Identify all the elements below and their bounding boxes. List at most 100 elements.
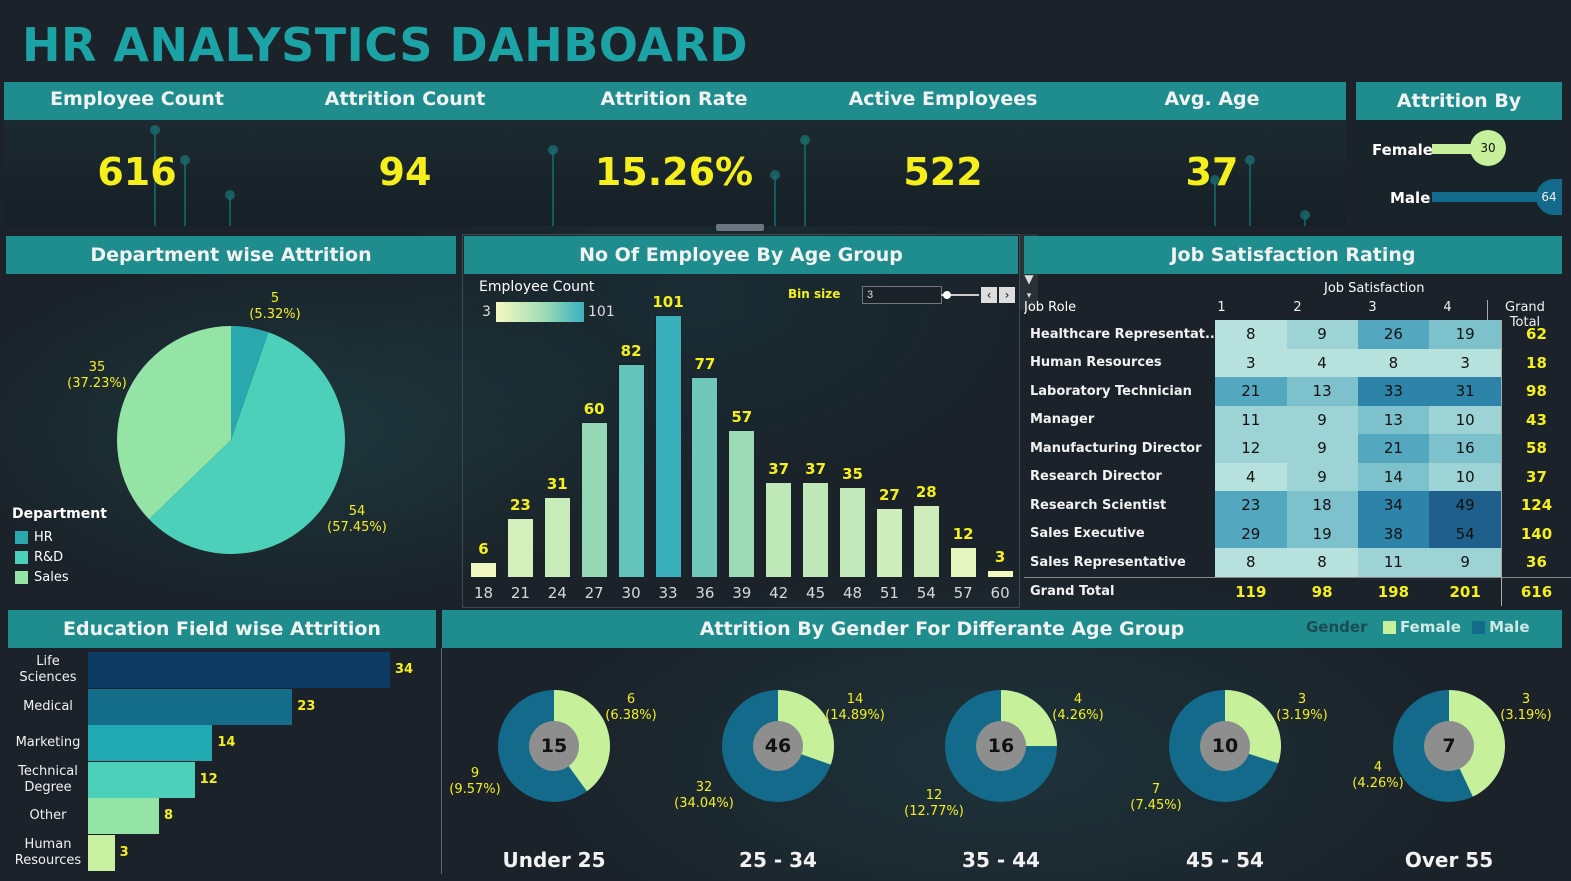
age-bar[interactable] — [543, 497, 571, 578]
age-bar[interactable] — [765, 481, 793, 578]
table-cell[interactable]: 21 — [1357, 434, 1430, 463]
pie-slice-hr[interactable] — [231, 326, 269, 440]
education-bar-value: 34 — [395, 662, 414, 677]
table-cell[interactable]: 54 — [1429, 519, 1502, 548]
pie-slice-sales[interactable] — [116, 326, 231, 520]
table-cell[interactable]: 10 — [1429, 462, 1502, 491]
education-bar[interactable] — [88, 725, 213, 761]
table-cell[interactable]: 4 — [1286, 348, 1358, 377]
table-cell[interactable]: 19 — [1286, 519, 1358, 548]
donut-female-label: 3 (3.19%) — [1267, 692, 1337, 724]
row-grand-total: 58 — [1500, 434, 1571, 463]
legend-item-rd[interactable]: R&D — [15, 548, 69, 568]
education-bar[interactable] — [88, 652, 390, 688]
table-cell[interactable]: 11 — [1214, 405, 1287, 434]
table-cell[interactable]: 38 — [1357, 519, 1430, 548]
legend-swatch-hr — [15, 531, 28, 544]
legend-label-sales: Sales — [34, 570, 69, 585]
chevron-left-icon[interactable]: ‹ — [981, 287, 997, 303]
table-cell[interactable]: 9 — [1429, 548, 1502, 577]
table-cell[interactable]: 11 — [1357, 548, 1430, 577]
education-bar[interactable] — [88, 798, 160, 834]
table-cell[interactable]: 3 — [1214, 348, 1287, 377]
table-cell[interactable]: 31 — [1429, 377, 1502, 406]
table-cell[interactable]: 23 — [1214, 491, 1287, 520]
age-bar[interactable] — [986, 570, 1014, 578]
table-cell[interactable]: 3 — [1429, 348, 1502, 377]
age-bar[interactable] — [839, 486, 866, 578]
bin-size-input[interactable] — [862, 286, 942, 304]
job-satisfaction-col-header: 4 — [1443, 300, 1452, 315]
table-cell[interactable]: 10 — [1429, 405, 1502, 434]
donut-female-pct: (3.19%) — [1276, 708, 1328, 723]
table-cell[interactable]: 4 — [1214, 462, 1287, 491]
table-cell[interactable]: 26 — [1357, 320, 1430, 349]
age-bar[interactable] — [802, 481, 830, 578]
table-cell[interactable]: 9 — [1286, 405, 1358, 434]
kpi-employee-count-label: Employee Count — [50, 88, 224, 110]
age-bar[interactable] — [580, 421, 608, 578]
table-cell[interactable]: 13 — [1357, 405, 1430, 434]
age-bar[interactable] — [912, 505, 940, 578]
legend-item-female[interactable]: Female — [1383, 618, 1461, 636]
table-cell[interactable]: 13 — [1286, 377, 1358, 406]
age-bar[interactable] — [617, 364, 645, 578]
legend-swatch-male — [1472, 621, 1486, 634]
age-bar[interactable] — [470, 562, 497, 578]
more-options-icon[interactable]: ▾ — [1026, 291, 1032, 301]
legend-item-male[interactable]: Male — [1472, 618, 1530, 636]
table-cell[interactable]: 9 — [1286, 320, 1358, 349]
donut-female-value: 6 — [626, 692, 636, 707]
chevron-right-icon[interactable]: › — [999, 287, 1015, 303]
education-bar[interactable] — [88, 761, 195, 798]
age-bar[interactable] — [875, 507, 903, 578]
donut-female-pct: (4.26%) — [1052, 708, 1104, 723]
bin-size-slider-thumb[interactable] — [943, 291, 951, 299]
legend-item-sales[interactable]: Sales — [15, 568, 69, 588]
education-bar[interactable] — [88, 834, 115, 871]
drag-handle[interactable] — [716, 224, 764, 231]
age-bar[interactable] — [728, 429, 756, 578]
donut-male-value: 12 — [925, 788, 943, 803]
pie-slice-rd[interactable] — [149, 332, 345, 554]
age-bar[interactable] — [506, 518, 534, 578]
table-cell[interactable]: 16 — [1429, 434, 1502, 463]
age-group-label: 25 - 34 — [739, 848, 817, 872]
table-cell[interactable]: 8 — [1214, 320, 1287, 349]
table-cell[interactable]: 9 — [1286, 462, 1358, 491]
job-role-header: Job Role — [1024, 300, 1180, 315]
table-cell[interactable]: 49 — [1429, 491, 1502, 520]
table-cell[interactable]: 19 — [1429, 320, 1502, 349]
bin-size-slider[interactable] — [941, 291, 979, 299]
job-role-header-text: Job Role — [1024, 300, 1077, 315]
age-bar-value: 3 — [994, 548, 1006, 567]
table-cell[interactable]: 29 — [1214, 519, 1287, 548]
age-bar[interactable] — [654, 315, 682, 578]
grand-total-value: 616 — [1500, 576, 1571, 606]
table-cell[interactable]: 14 — [1357, 462, 1430, 491]
age-bar-value: 57 — [731, 407, 753, 426]
age-bar[interactable] — [691, 377, 719, 578]
decor-stem — [1245, 155, 1255, 226]
donut-female-slice[interactable] — [554, 690, 610, 792]
donut-female-slice[interactable] — [1449, 690, 1505, 797]
donut-total: 15 — [529, 721, 579, 771]
job-role-label: Manufacturing Director — [1030, 440, 1202, 456]
education-bar[interactable] — [88, 688, 293, 725]
age-bar[interactable] — [949, 546, 977, 578]
legend-item-hr[interactable]: HR — [15, 528, 69, 548]
legend-label-female: Female — [1400, 618, 1461, 636]
table-cell[interactable]: 9 — [1286, 434, 1358, 463]
table-cell[interactable]: 12 — [1214, 434, 1287, 463]
row-grand-total: 36 — [1500, 548, 1571, 577]
table-cell[interactable]: 8 — [1357, 348, 1430, 377]
legend-swatch-sales — [15, 571, 28, 584]
table-cell[interactable]: 21 — [1214, 377, 1287, 406]
table-cell[interactable]: 34 — [1357, 491, 1430, 520]
filter-icon[interactable]: ▼ — [1024, 272, 1034, 286]
job-satisfaction-table: Healthcare Representat.. 8 9 26 19 62 Human Re… — [1024, 320, 1571, 606]
table-cell[interactable]: 8 — [1286, 548, 1358, 577]
table-cell[interactable]: 8 — [1214, 548, 1287, 577]
table-cell[interactable]: 18 — [1286, 491, 1358, 520]
table-cell[interactable]: 33 — [1357, 377, 1430, 406]
